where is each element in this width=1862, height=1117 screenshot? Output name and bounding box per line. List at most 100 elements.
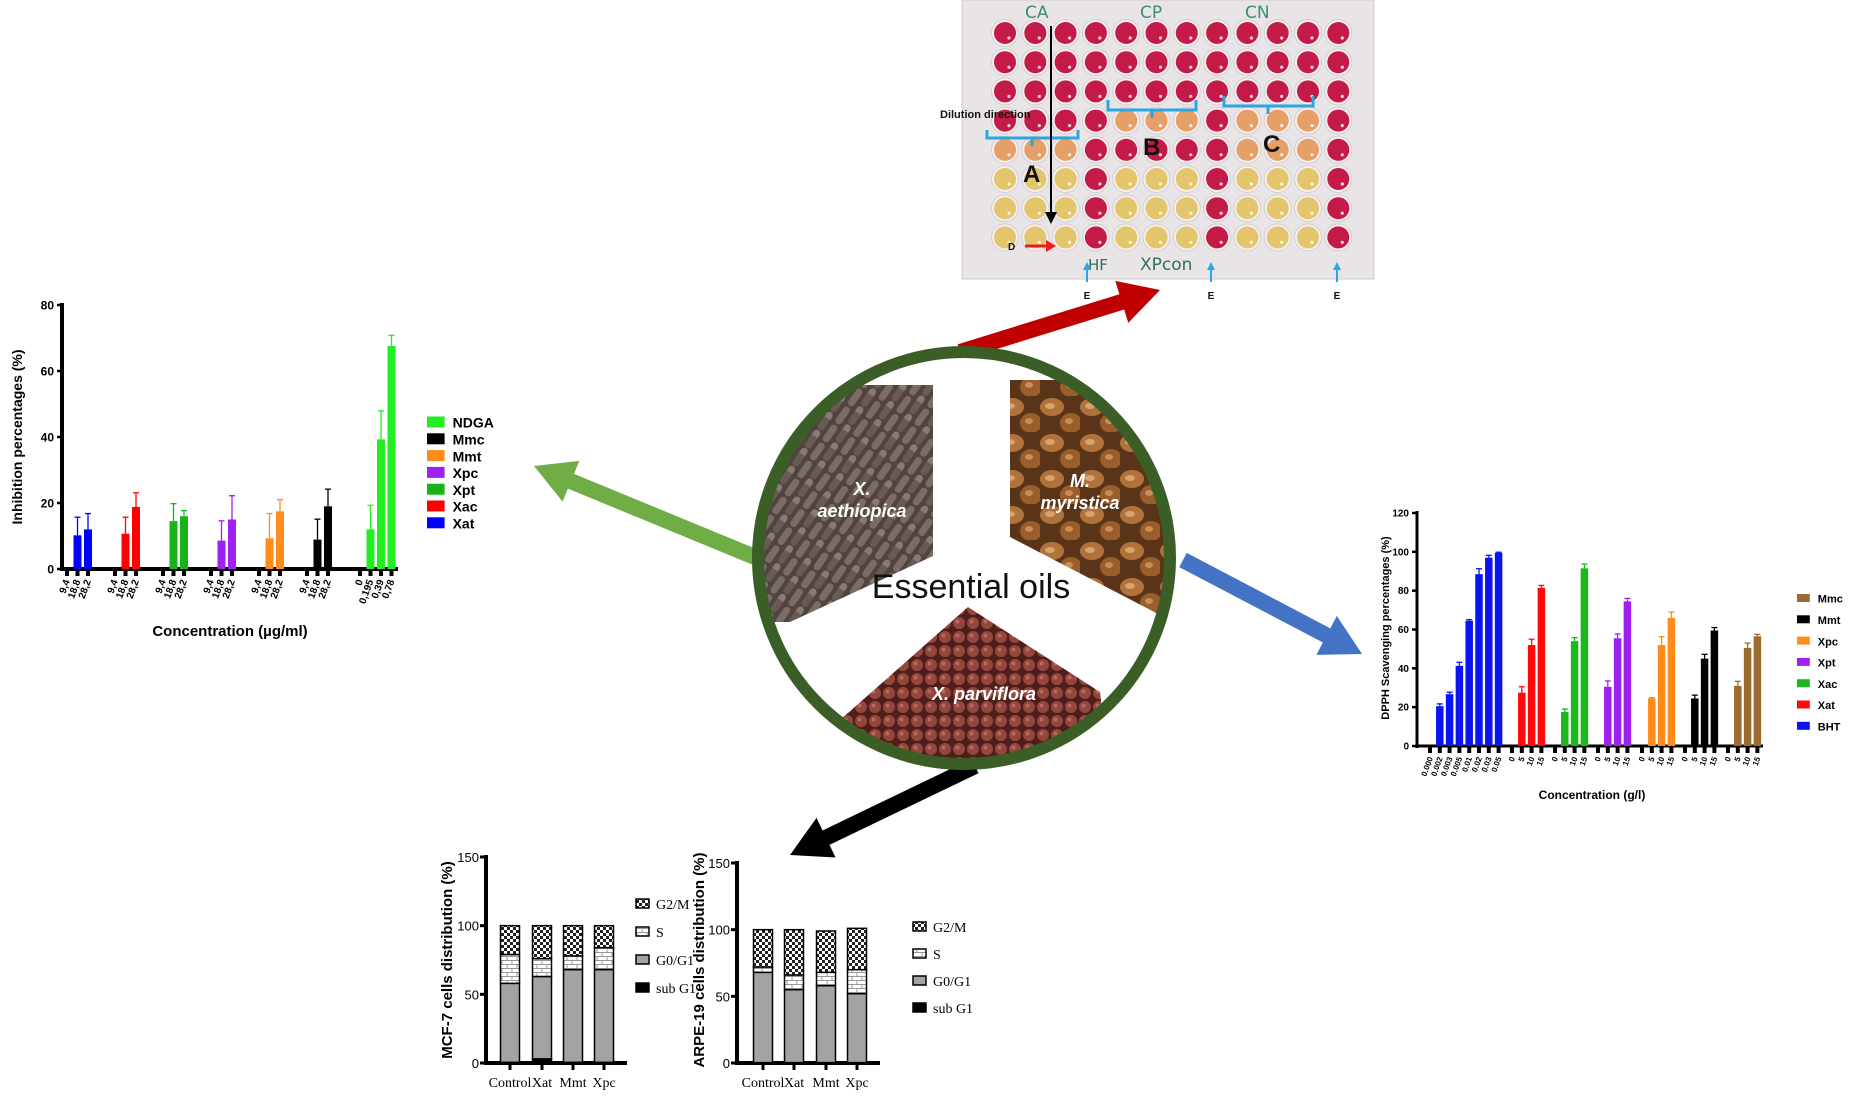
y-tick-label: 0	[472, 1056, 479, 1071]
x-tick-label: 5	[1733, 755, 1743, 763]
photo-x-parviflora	[820, 607, 1110, 762]
bar-ndga	[387, 345, 396, 569]
well-highlight	[1280, 36, 1284, 40]
e-arrow-head	[1083, 262, 1091, 270]
y-axis-title: ARPE-19 cells distribution (%)	[691, 852, 708, 1067]
well	[1266, 51, 1289, 74]
well	[1054, 22, 1077, 44]
well-highlight	[1249, 153, 1253, 157]
well	[994, 168, 1016, 190]
well	[1327, 226, 1350, 249]
legend-label-mmc: Mmc	[1818, 594, 1843, 606]
mcf7-cell-cycle-chart: 0 50 100 150 Control Xat Mmt Xpc G2/M S G0/G1 sub G…	[439, 850, 696, 1091]
arrow-to-lox-chart	[534, 460, 766, 568]
well	[1297, 109, 1319, 132]
well-highlight	[1158, 211, 1163, 215]
well-highlight	[1037, 153, 1041, 157]
well-highlight	[1007, 182, 1011, 186]
well	[1236, 168, 1259, 190]
well	[1297, 197, 1319, 220]
well-highlight	[1280, 211, 1284, 215]
well-highlight	[1249, 36, 1253, 40]
well-highlight	[1280, 124, 1284, 128]
y-tick-label: 60	[41, 364, 55, 378]
well	[1175, 80, 1198, 103]
well	[1206, 51, 1229, 74]
well-highlight	[1007, 36, 1011, 40]
legend-label-mmt: Mmt	[1818, 615, 1841, 627]
zone-c-label: C	[1263, 131, 1280, 158]
well	[1175, 138, 1198, 161]
segment-g0-g1	[846, 992, 868, 1064]
well-highlight	[1249, 94, 1253, 98]
well-highlight	[1310, 153, 1314, 157]
bar-xat	[84, 529, 92, 569]
well-highlight	[1128, 153, 1132, 157]
well	[1327, 138, 1350, 161]
well	[1206, 197, 1229, 220]
well-highlight	[1219, 124, 1223, 128]
segment-g2-m	[499, 924, 521, 956]
segment-s	[815, 971, 837, 987]
well-highlight	[1280, 182, 1284, 186]
well	[1115, 138, 1138, 161]
well-highlight	[1189, 94, 1193, 98]
well-highlight	[1340, 124, 1344, 128]
well-highlight	[1098, 153, 1102, 157]
well-highlight	[1249, 240, 1253, 244]
x-tick-label: 10	[1568, 755, 1580, 767]
well-highlight	[1098, 182, 1102, 186]
segment-g2-m	[752, 928, 774, 968]
category-label-control: Control	[742, 1076, 785, 1091]
bar-mmt	[276, 511, 284, 569]
well-highlight	[1158, 36, 1163, 40]
y-tick-label: 0	[723, 1056, 730, 1071]
legend-swatch-xpt	[1797, 657, 1810, 666]
well	[1266, 22, 1289, 44]
well-highlight	[1158, 124, 1163, 128]
well-highlight	[1068, 65, 1072, 69]
well-highlight	[1128, 124, 1132, 128]
bar-xac	[1580, 568, 1589, 746]
zone-b-label: B	[1143, 134, 1160, 161]
bar-mmc	[1753, 636, 1762, 746]
bar-bht	[1485, 557, 1493, 746]
bar-mmc	[1743, 647, 1752, 746]
e-label: E	[1334, 291, 1341, 302]
bar-xpc	[1657, 645, 1666, 746]
well-highlight	[1098, 124, 1102, 128]
segment-g0-g1	[815, 984, 837, 1064]
plate-wells	[991, 19, 1353, 252]
well	[1297, 22, 1319, 44]
well-highlight	[1219, 240, 1223, 244]
well-highlight	[1037, 36, 1041, 40]
well	[1175, 51, 1198, 74]
well	[1297, 226, 1319, 249]
well-highlight	[1037, 94, 1041, 98]
legend-label-g0-g1: G0/G1	[933, 975, 971, 990]
well-highlight	[1068, 124, 1072, 128]
legend-label-s: S	[933, 948, 941, 963]
y-tick-label: 150	[457, 850, 479, 865]
legend-swatch-g2-m	[912, 921, 927, 932]
well	[1206, 226, 1229, 249]
well-highlight	[1098, 36, 1102, 40]
well-highlight	[1158, 94, 1163, 98]
x-tick-label: 15	[1535, 755, 1547, 767]
legend-swatch-xac	[1797, 679, 1810, 688]
bar-xpc	[217, 540, 226, 569]
bar-bht	[1494, 552, 1503, 746]
bar-xat	[1537, 587, 1546, 746]
legend-swatch-s	[912, 948, 927, 959]
legend-label-s: S	[656, 926, 664, 941]
bar-xpt	[169, 521, 178, 569]
d-label: D	[1008, 242, 1015, 253]
well-highlight	[1128, 36, 1132, 40]
well	[1024, 197, 1047, 220]
well-highlight	[1068, 153, 1072, 157]
x-tick-label: 15	[1621, 755, 1633, 767]
dpph-scavenging-chart: 0204060801001200.0000.0020.0030.0050.010…	[1380, 509, 1843, 802]
x-tick-label: 9,4	[250, 578, 265, 595]
well-highlight	[1098, 240, 1102, 244]
